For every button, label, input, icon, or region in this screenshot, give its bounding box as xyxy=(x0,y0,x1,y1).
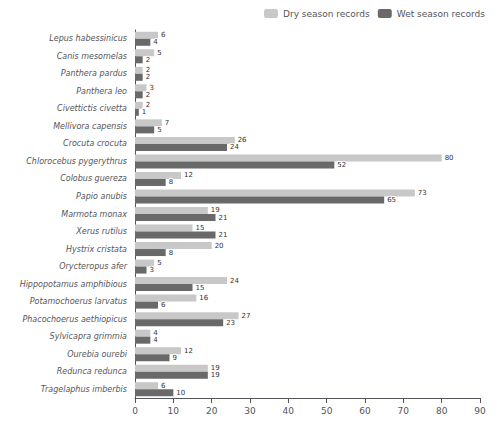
svg-text:Orycteropus afer: Orycteropus afer xyxy=(59,262,127,271)
svg-text:6: 6 xyxy=(161,382,166,390)
svg-text:Canis mesomelas: Canis mesomelas xyxy=(57,52,127,61)
svg-text:12: 12 xyxy=(184,171,193,179)
svg-text:30: 30 xyxy=(244,406,256,416)
svg-text:Dry season records: Dry season records xyxy=(283,9,370,19)
svg-text:Panthera pardus: Panthera pardus xyxy=(61,69,127,78)
svg-text:50: 50 xyxy=(321,406,333,416)
svg-text:5: 5 xyxy=(157,126,161,134)
svg-text:24: 24 xyxy=(230,277,239,285)
svg-text:Colobus guereza: Colobus guereza xyxy=(60,174,127,183)
svg-text:24: 24 xyxy=(230,143,239,151)
svg-text:70: 70 xyxy=(398,406,410,416)
svg-text:Wet season records: Wet season records xyxy=(397,9,486,19)
svg-text:4: 4 xyxy=(153,38,158,46)
svg-text:Tragelaphus imberbis: Tragelaphus imberbis xyxy=(41,385,127,394)
svg-text:90: 90 xyxy=(474,406,486,416)
svg-text:20: 20 xyxy=(215,242,224,250)
svg-text:4: 4 xyxy=(153,336,158,344)
svg-text:Potamochoerus larvatus: Potamochoerus larvatus xyxy=(30,297,127,306)
svg-text:Phacochoerus aethiopicus: Phacochoerus aethiopicus xyxy=(22,315,127,324)
svg-text:19: 19 xyxy=(211,371,220,379)
svg-text:Lepus habessinicus: Lepus habessinicus xyxy=(49,34,127,43)
svg-text:5: 5 xyxy=(157,259,161,267)
svg-text:Redunca redunca: Redunca redunca xyxy=(57,367,127,376)
svg-text:4: 4 xyxy=(153,329,158,338)
svg-text:3: 3 xyxy=(150,266,154,274)
svg-text:12: 12 xyxy=(184,347,193,355)
svg-text:6: 6 xyxy=(161,31,166,39)
svg-text:19: 19 xyxy=(210,206,220,215)
svg-text:Xerus rutilus: Xerus rutilus xyxy=(75,227,127,236)
svg-text:23: 23 xyxy=(226,319,235,327)
svg-text:52: 52 xyxy=(337,161,346,169)
svg-text:1: 1 xyxy=(142,108,146,116)
svg-text:5: 5 xyxy=(157,49,161,57)
svg-text:15: 15 xyxy=(196,224,205,232)
svg-text:3: 3 xyxy=(150,84,154,92)
svg-text:26: 26 xyxy=(238,136,247,144)
svg-text:19: 19 xyxy=(210,364,220,373)
svg-text:Hippopotamus amphibious: Hippopotamus amphibious xyxy=(20,280,127,289)
svg-text:Sylvicapra grimmia: Sylvicapra grimmia xyxy=(50,332,128,341)
svg-text:Panthera leo: Panthera leo xyxy=(76,87,127,96)
svg-text:Chlorocebus pygerythrus: Chlorocebus pygerythrus xyxy=(26,157,127,166)
svg-text:15: 15 xyxy=(196,284,205,292)
svg-text:2: 2 xyxy=(145,66,151,75)
svg-text:Mellivora capensis: Mellivora capensis xyxy=(53,122,127,131)
svg-text:40: 40 xyxy=(283,406,295,416)
svg-text:2: 2 xyxy=(146,56,150,64)
svg-text:21: 21 xyxy=(219,214,228,222)
svg-text:2: 2 xyxy=(146,91,150,99)
svg-text:21: 21 xyxy=(219,231,228,239)
svg-text:10: 10 xyxy=(168,406,180,416)
svg-text:7: 7 xyxy=(165,119,169,127)
svg-text:80: 80 xyxy=(445,154,454,162)
svg-text:16: 16 xyxy=(199,294,208,302)
svg-text:65: 65 xyxy=(387,196,396,204)
svg-text:9: 9 xyxy=(173,354,177,362)
svg-text:Hystrix cristata: Hystrix cristata xyxy=(66,245,127,254)
svg-text:Papio anubis: Papio anubis xyxy=(76,192,127,201)
svg-text:2: 2 xyxy=(146,101,150,109)
svg-text:8: 8 xyxy=(169,178,173,186)
svg-text:6: 6 xyxy=(161,301,166,309)
svg-text:20: 20 xyxy=(206,406,218,416)
svg-text:Marmota monax: Marmota monax xyxy=(61,210,127,219)
svg-text:10: 10 xyxy=(176,389,185,397)
svg-text:Civettictis civetta: Civettictis civetta xyxy=(57,104,127,113)
svg-text:8: 8 xyxy=(169,249,173,257)
svg-text:Crocuta crocuta: Crocuta crocuta xyxy=(63,139,127,148)
svg-text:60: 60 xyxy=(359,406,371,416)
svg-text:80: 80 xyxy=(436,406,448,416)
svg-text:73: 73 xyxy=(418,189,427,197)
svg-text:2: 2 xyxy=(146,73,150,81)
svg-text:Ourebia ourebi: Ourebia ourebi xyxy=(67,350,128,359)
svg-text:0: 0 xyxy=(132,406,138,416)
svg-text:27: 27 xyxy=(242,312,251,320)
